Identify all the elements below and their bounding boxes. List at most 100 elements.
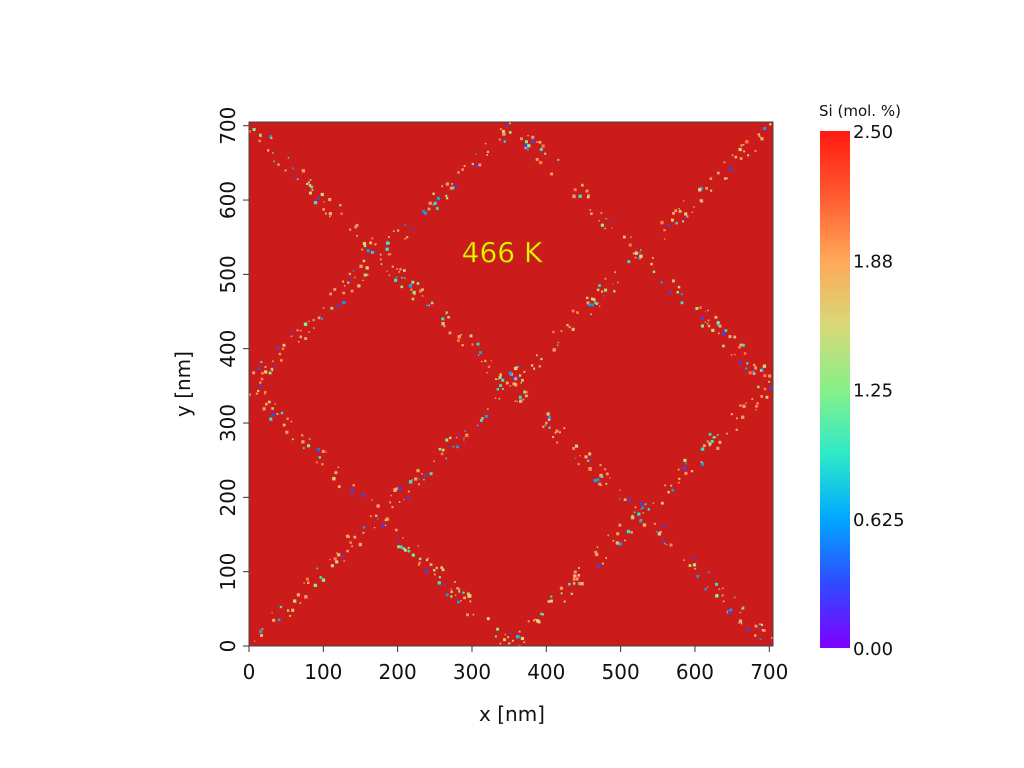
speckle [724, 329, 728, 332]
speckle [471, 162, 474, 166]
speckle [448, 331, 452, 335]
speckle [512, 647, 514, 649]
speckle [511, 639, 514, 642]
x-tick-label: 700 [750, 660, 788, 684]
speckle [264, 366, 267, 368]
speckle [377, 517, 379, 520]
speckle [577, 574, 581, 577]
speckle [598, 220, 600, 222]
speckle [400, 285, 404, 289]
speckle [443, 325, 446, 327]
speckle [433, 460, 435, 462]
speckle [330, 306, 334, 310]
speckle [398, 271, 400, 273]
x-tick-label: 300 [453, 660, 491, 684]
speckle [398, 501, 401, 503]
speckle [408, 284, 413, 288]
speckle [716, 321, 720, 325]
speckle [544, 152, 547, 155]
speckle [292, 167, 294, 170]
speckle [634, 506, 637, 509]
speckle [301, 169, 306, 173]
speckle [696, 574, 700, 578]
speckle [576, 311, 579, 314]
speckle [599, 464, 602, 467]
speckle [277, 618, 281, 622]
speckle [739, 404, 742, 407]
speckle [322, 307, 325, 309]
speckle [586, 190, 589, 193]
speckle [361, 493, 365, 497]
speckle [449, 436, 452, 440]
speckle [503, 638, 506, 642]
speckle [520, 137, 523, 141]
speckle [476, 342, 480, 346]
speckle [523, 143, 528, 147]
speckle [397, 545, 401, 549]
speckle [666, 224, 670, 227]
speckle [754, 149, 757, 152]
speckle [417, 545, 419, 547]
y-tick-label: 700 [216, 107, 240, 145]
speckle [299, 602, 302, 604]
speckle [544, 424, 547, 426]
speckle [755, 409, 757, 411]
speckle [586, 301, 590, 305]
speckle [418, 478, 421, 480]
speckle [358, 542, 363, 547]
speckle [315, 461, 318, 464]
speckle [682, 466, 687, 470]
speckle [333, 557, 337, 561]
speckle [729, 608, 733, 612]
speckle [400, 276, 403, 279]
speckle [278, 352, 282, 356]
speckle [514, 366, 518, 371]
speckle [524, 146, 527, 150]
speckle [677, 468, 680, 471]
speckle [597, 288, 600, 291]
speckle [484, 142, 487, 145]
speckle [291, 609, 294, 612]
speckle [418, 561, 421, 564]
speckle [427, 557, 429, 560]
speckle [589, 209, 591, 211]
speckle [652, 270, 656, 273]
speckle [418, 289, 422, 293]
speckle [430, 301, 434, 305]
speckle [447, 445, 450, 448]
speckle [280, 359, 283, 362]
speckle [659, 530, 662, 534]
speckle [325, 451, 327, 453]
speckle [508, 642, 511, 645]
speckle [523, 370, 526, 373]
speckle [520, 636, 525, 641]
speckle [494, 397, 497, 399]
speckle [296, 593, 300, 597]
speckle [541, 144, 545, 148]
speckle [605, 217, 607, 220]
speckle [754, 634, 757, 637]
speckle [639, 251, 641, 254]
speckle [730, 354, 733, 356]
speckle [271, 407, 274, 410]
speckle [618, 523, 622, 527]
speckle [630, 531, 633, 534]
speckle [296, 329, 299, 332]
speckle [530, 364, 534, 367]
speckle [458, 433, 461, 436]
speckle [322, 208, 325, 211]
speckle [329, 215, 331, 218]
speckle [499, 642, 502, 645]
speckle [546, 412, 550, 416]
speckle [321, 463, 324, 466]
speckle [306, 581, 310, 585]
speckle [438, 447, 442, 451]
speckle [715, 594, 719, 598]
speckle [605, 482, 608, 485]
speckle [337, 303, 341, 307]
speckle [587, 459, 590, 462]
speckle [709, 189, 713, 192]
speckle [351, 492, 354, 495]
speckle [644, 503, 647, 506]
speckle [263, 392, 267, 395]
